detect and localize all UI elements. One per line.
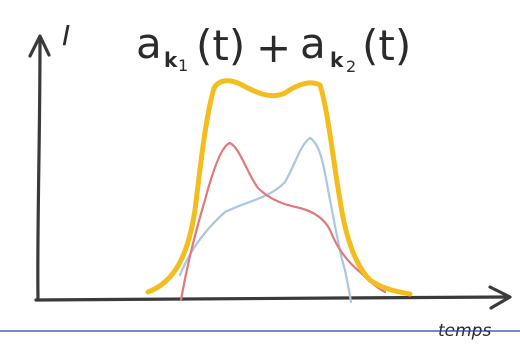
x-axis (34, 295, 508, 302)
sum-curve (145, 78, 413, 297)
formula-term1-base: a (136, 19, 162, 68)
y-axis-label: I (62, 19, 70, 52)
formula-term2-sub: k (330, 48, 344, 72)
formula-term2-base: a (300, 19, 326, 68)
curve-k1 (179, 141, 387, 302)
formula: a k 1 (t) + a k 2 (t) (136, 19, 411, 76)
formula-term1-subsub: 1 (178, 56, 188, 75)
x-axis-arrowhead (488, 285, 512, 310)
y-axis (36, 38, 42, 302)
axes (28, 34, 512, 310)
formula-term1-arg: (t) (196, 21, 245, 70)
formula-term2-arg: (t) (362, 21, 411, 70)
y-axis-arrowhead (28, 34, 51, 58)
formula-term2-subsub: 2 (346, 57, 356, 76)
formula-term1-sub: k (164, 48, 178, 72)
curve-k2 (178, 136, 353, 304)
formula-operator: + (256, 23, 291, 72)
curves (145, 78, 413, 304)
